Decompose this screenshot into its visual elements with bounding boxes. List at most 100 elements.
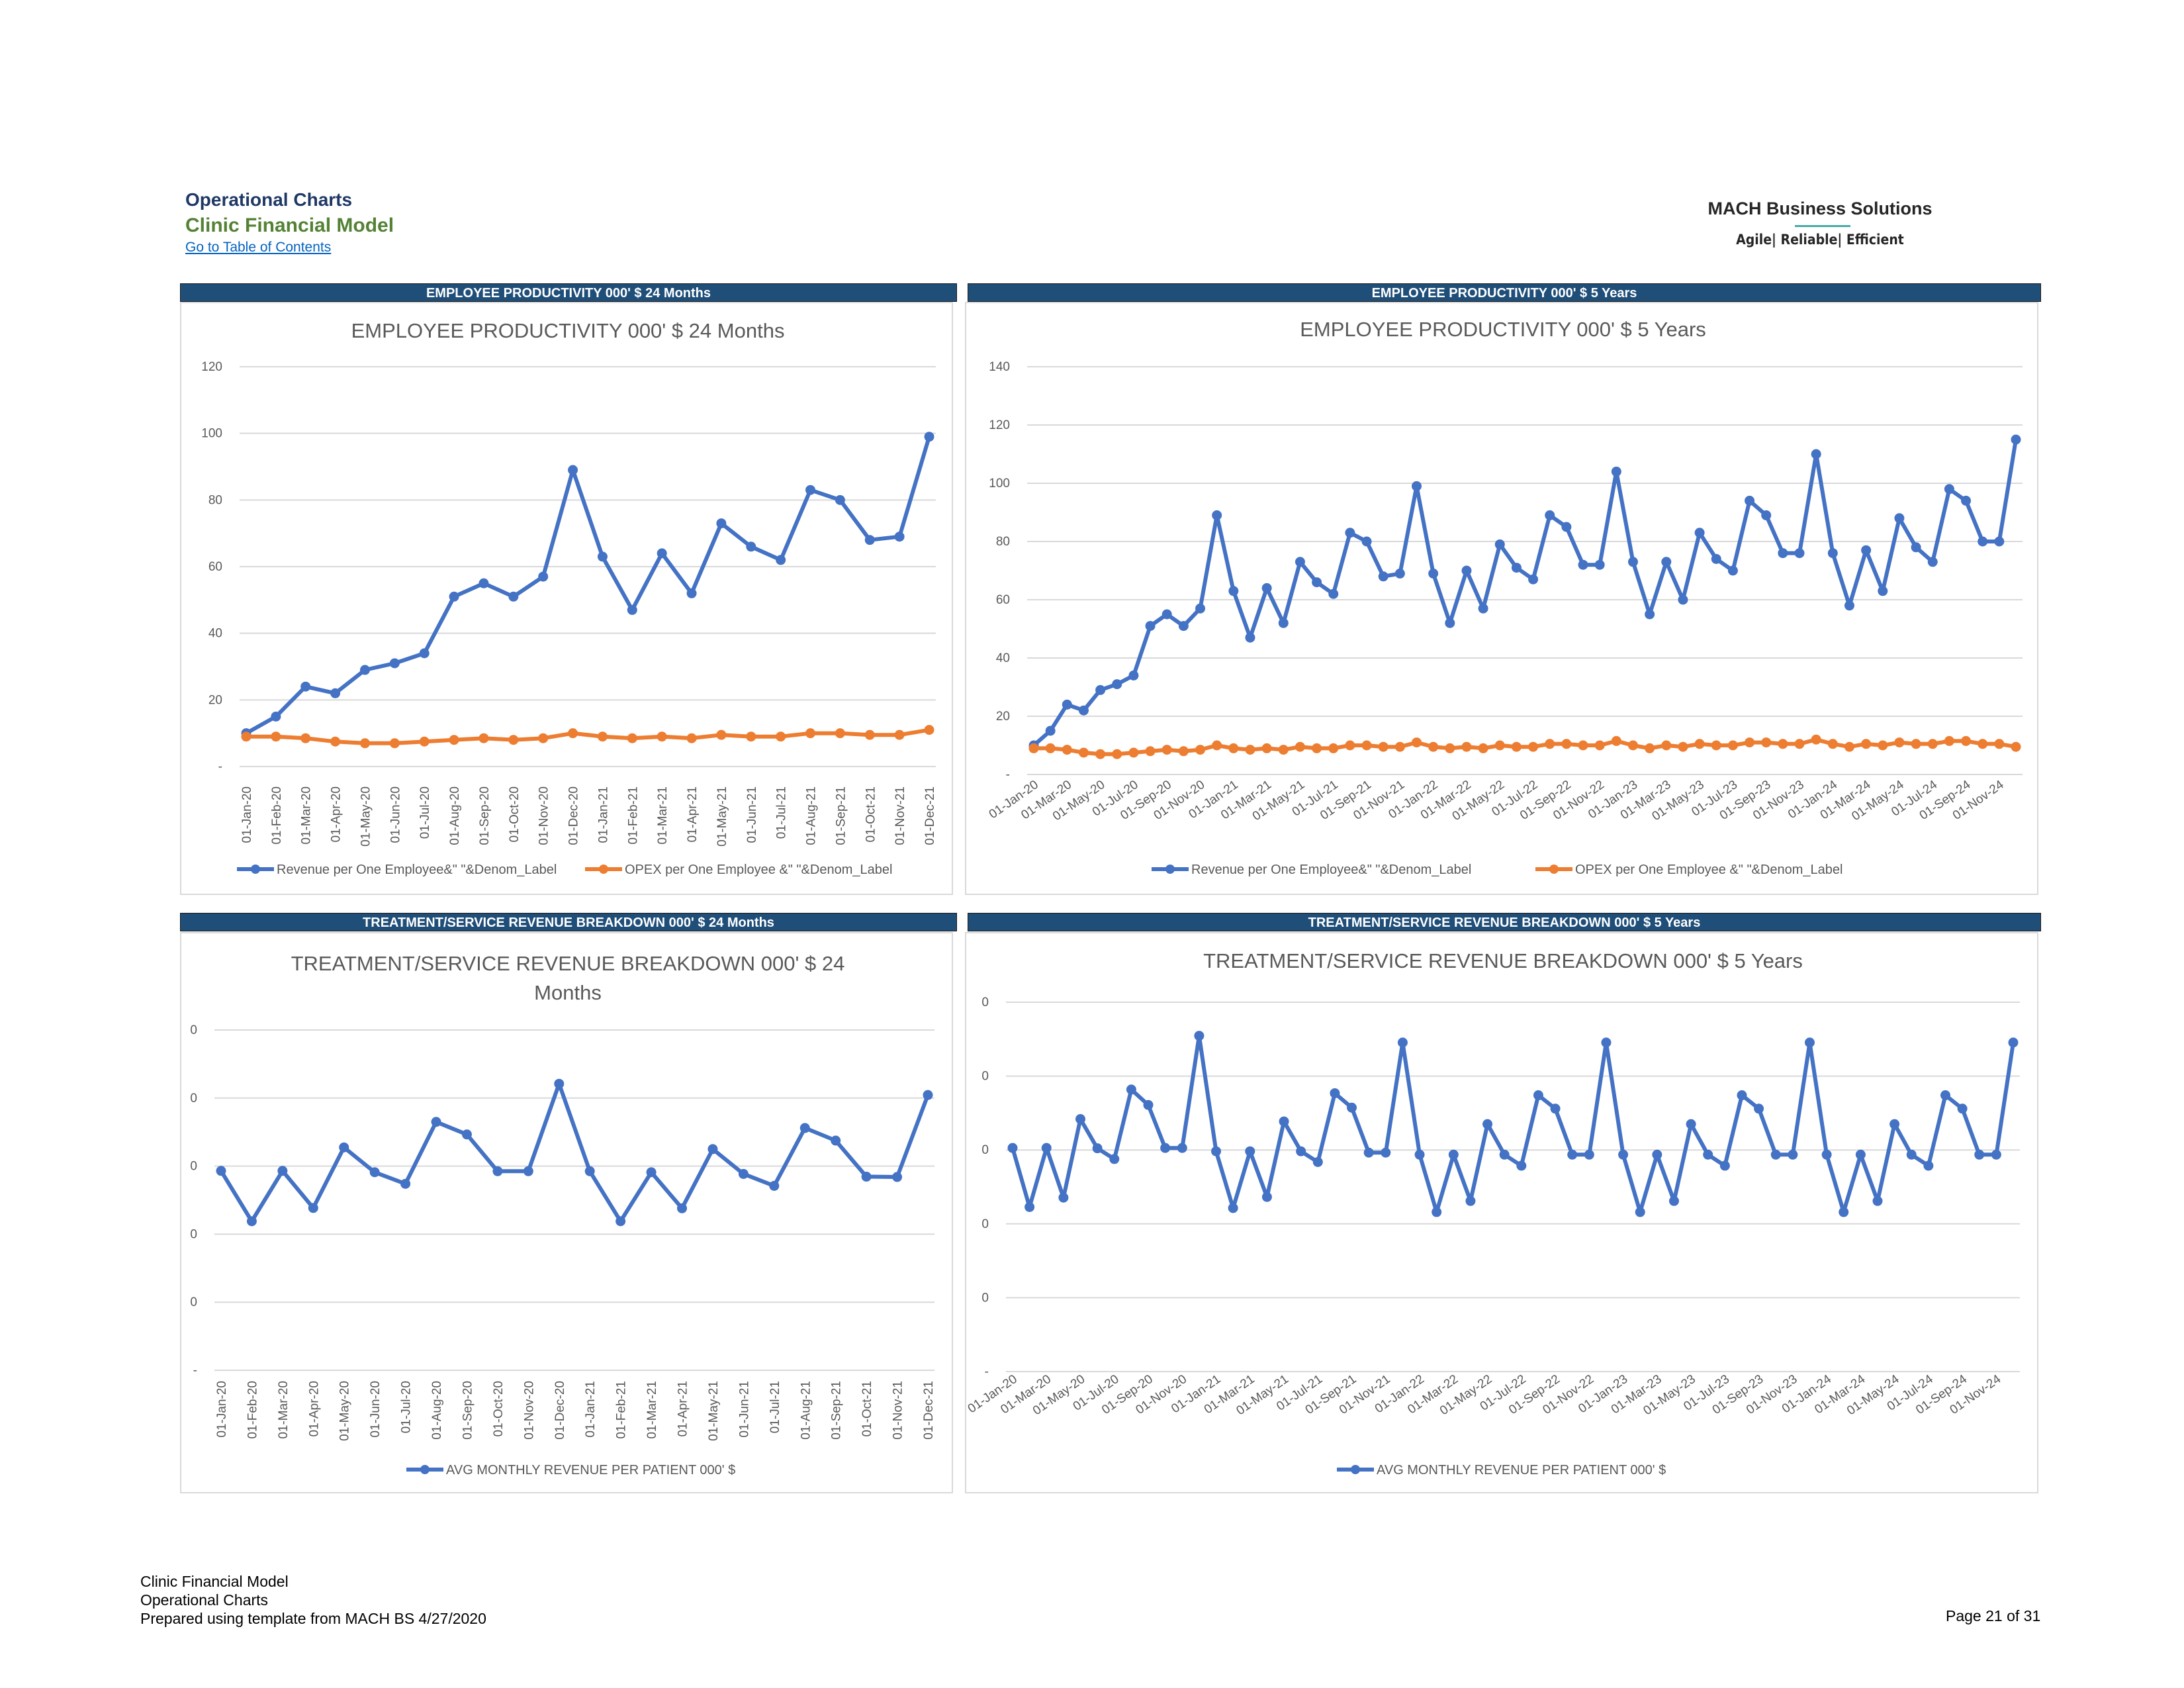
y-tick-label: 20 (208, 693, 222, 707)
data-point (300, 733, 311, 743)
x-tick-label: 01-May-20 (359, 786, 373, 847)
chart-employee-productivity-24m: EMPLOYEE PRODUCTIVITY 000' $ 24 Months - 2… (201, 319, 937, 877)
legend-swatch-marker (599, 865, 608, 874)
data-point (1211, 1146, 1222, 1156)
y-tick-label: 140 (989, 360, 1010, 374)
data-point (1923, 1160, 1934, 1171)
data-point (1645, 609, 1655, 620)
legend-swatch-marker (1549, 865, 1559, 874)
x-tick-label: 01-Aug-21 (799, 1381, 813, 1440)
y-tick-label: - (985, 1365, 989, 1379)
data-point (431, 1117, 441, 1127)
data-point (894, 729, 905, 740)
data-point (805, 485, 816, 495)
x-tick-label: 01-Jan-20 (240, 786, 254, 843)
y-tick-label: 80 (996, 535, 1010, 549)
x-tick-label: 01-Nov-21 (893, 786, 907, 845)
data-point (894, 532, 905, 542)
data-point (1261, 583, 1272, 593)
chart-revenue-breakdown-5y: TREATMENT/SERVICE REVENUE BREAKDOWN 000'… (966, 949, 2020, 1477)
data-point (1095, 684, 1106, 695)
data-point (1178, 621, 1189, 632)
data-point (615, 1216, 626, 1227)
y-tick-label: 60 (208, 560, 222, 574)
y-tick-label: 100 (989, 477, 1010, 491)
data-point (597, 731, 608, 742)
legend-label: AVG MONTHLY REVENUE PER PATIENT 000' $ (1377, 1463, 1666, 1477)
x-tick-label: 01-Oct-20 (492, 1381, 506, 1436)
data-point (864, 729, 875, 740)
company-logo: MACH Business Solutions Agile| Reliable|… (1694, 199, 1946, 258)
data-point (523, 1166, 533, 1176)
data-point (686, 588, 697, 598)
y-tick-label: 0 (190, 1227, 197, 1241)
data-point (1911, 739, 1921, 749)
y-tick-label: 60 (996, 593, 1010, 607)
data-point (1745, 737, 1755, 748)
data-point (1361, 740, 1372, 751)
y-tick-label: 40 (208, 627, 222, 641)
data-point (1974, 1149, 1985, 1160)
data-point (508, 591, 519, 602)
data-point (1561, 522, 1572, 532)
data-point (1821, 1149, 1832, 1160)
data-point (246, 1216, 257, 1227)
x-tick-label: 01-Jul-20 (400, 1381, 414, 1433)
data-point (271, 712, 281, 722)
x-tick-label: 01-Mar-20 (277, 1381, 291, 1439)
data-point (1092, 1143, 1103, 1154)
data-point (1112, 679, 1122, 690)
data-point (1778, 739, 1788, 749)
data-point (1245, 632, 1255, 643)
data-point (1627, 740, 1638, 751)
data-point (1361, 536, 1372, 547)
data-point (1727, 740, 1738, 751)
data-point (508, 735, 519, 745)
data-point (216, 1166, 226, 1176)
data-point (1028, 743, 1039, 753)
data-point (1045, 726, 1056, 736)
y-tick-label: 0 (981, 1143, 989, 1157)
data-point (308, 1203, 318, 1213)
data-point (924, 725, 934, 735)
data-point (1478, 743, 1488, 753)
data-point (1754, 1103, 1764, 1114)
data-point (1345, 740, 1355, 751)
data-point (1161, 609, 1172, 620)
x-tick-label: 01-Jun-21 (745, 786, 759, 843)
data-point (1228, 743, 1239, 753)
data-point (1827, 548, 1838, 559)
data-point (646, 1167, 657, 1178)
data-point (864, 535, 875, 545)
data-point (835, 728, 845, 739)
data-point (1394, 741, 1405, 752)
data-point (300, 681, 311, 692)
data-point (1078, 747, 1089, 758)
data-point (1906, 1149, 1917, 1160)
data-point (627, 604, 637, 615)
data-point (1261, 1192, 1272, 1202)
x-tick-label: 01-Jan-21 (584, 1381, 598, 1438)
x-tick-label: 01-Jul-20 (418, 786, 432, 839)
data-point (1944, 484, 1954, 494)
data-point (1878, 740, 1888, 751)
data-point (1058, 1192, 1069, 1203)
toc-link[interactable]: Go to Table of Contents (185, 240, 332, 255)
x-tick-label: 01-Apr-20 (330, 786, 343, 843)
data-point (1528, 574, 1539, 585)
x-tick-label: 01-Sep-20 (478, 786, 492, 845)
data-point (677, 1203, 688, 1213)
data-point (1578, 559, 1588, 570)
legend-swatch-marker (251, 865, 260, 874)
x-tick-label: 01-May-21 (707, 1381, 721, 1441)
data-point (861, 1172, 872, 1182)
data-point (584, 1166, 595, 1176)
series-line (1032, 439, 2018, 747)
section-bar-revenue-24m: TREATMENT/SERVICE REVENUE BREAKDOWN 000'… (180, 913, 957, 931)
y-tick-label: 40 (996, 651, 1010, 665)
data-point (1178, 746, 1189, 757)
data-point (716, 729, 727, 740)
x-tick-label: 01-Apr-20 (307, 1381, 321, 1437)
data-point (1839, 1207, 1849, 1217)
data-point (1661, 740, 1672, 751)
